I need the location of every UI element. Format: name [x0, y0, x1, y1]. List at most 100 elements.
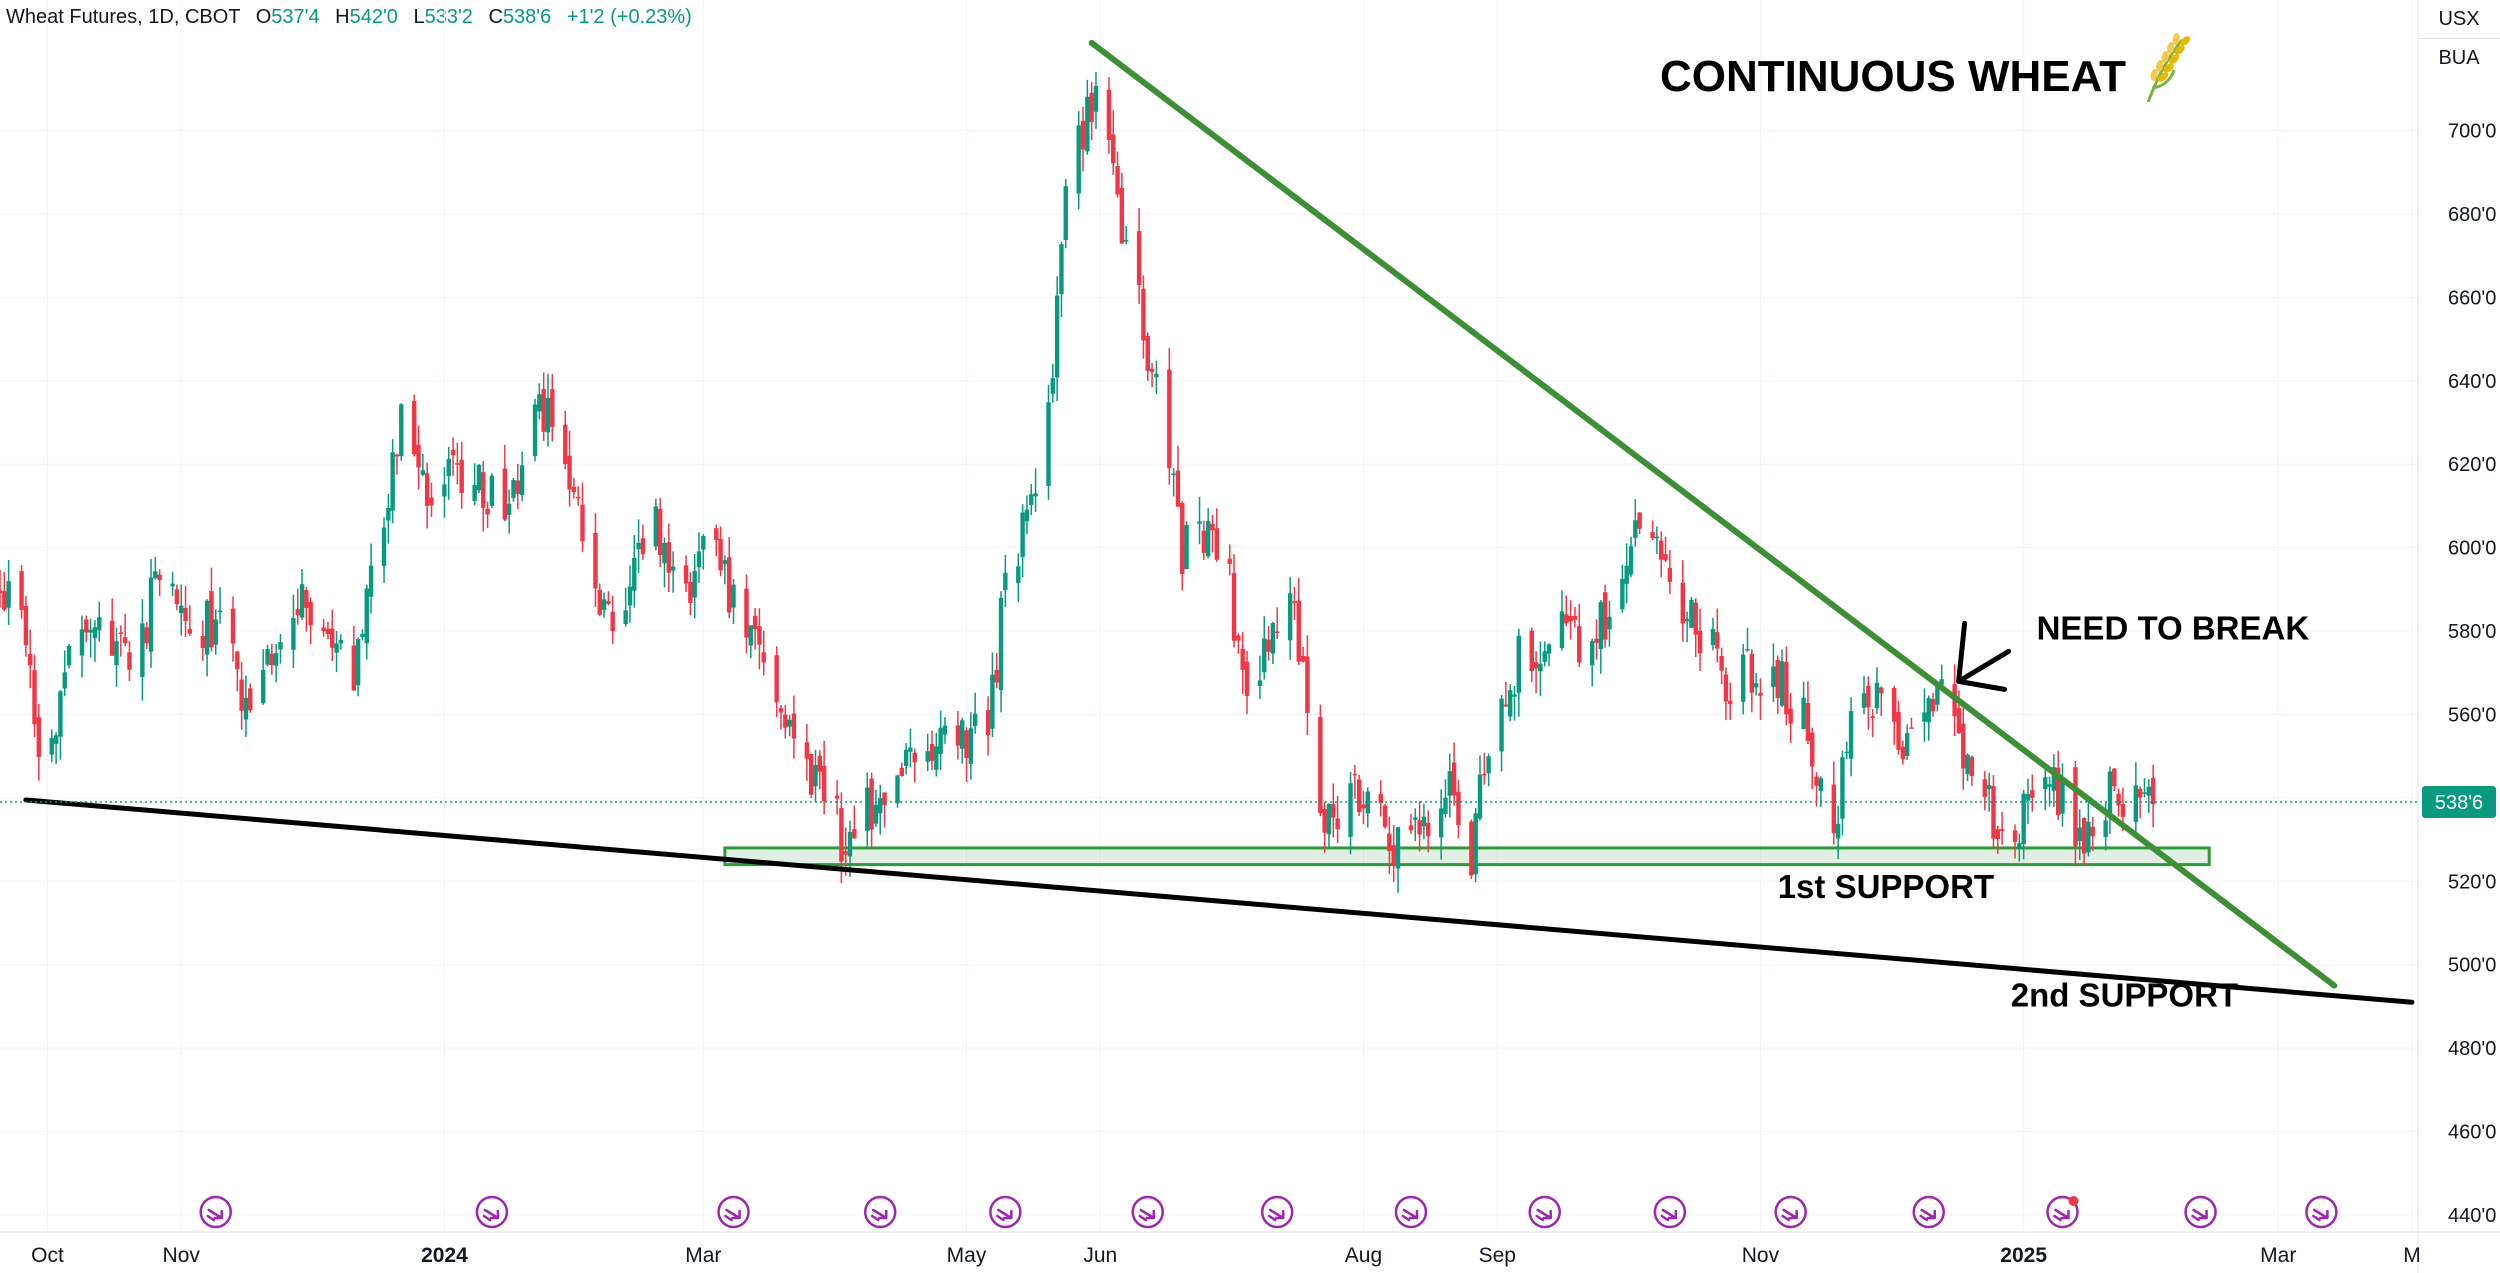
candle-body	[32, 670, 37, 725]
chart-title-text: CONTINUOUS WHEAT	[1660, 52, 2126, 101]
candle-body	[1814, 776, 1819, 786]
candle-body	[472, 484, 477, 501]
candle-body	[1896, 712, 1901, 750]
candle-body	[761, 652, 766, 663]
candle-body	[442, 484, 447, 497]
candle-body	[550, 389, 555, 427]
price-axis[interactable]: 440'0460'0480'0500'0520'0540'0560'0580'0…	[2417, 0, 2496, 1273]
candle-body	[261, 669, 266, 704]
candle-body	[1149, 369, 1155, 372]
candle-body	[1356, 779, 1362, 813]
candle-body	[351, 645, 357, 691]
candle-body	[148, 577, 154, 652]
quantity-unit[interactable]: BUA	[2418, 38, 2500, 77]
trend-lines[interactable]	[23, 39, 2415, 1005]
candle-body	[1922, 712, 1927, 722]
candle-body	[1512, 694, 1517, 697]
dividend-event-icon[interactable]	[2184, 1195, 2217, 1229]
candle-body	[179, 605, 184, 614]
candle-body	[731, 584, 736, 608]
candle-body	[1710, 628, 1716, 645]
dividend-event-icon[interactable]	[475, 1195, 509, 1229]
candle-body	[925, 751, 930, 762]
candle-body	[1667, 567, 1673, 582]
candle-body	[364, 588, 369, 644]
dividend-event-icon[interactable]	[199, 1195, 232, 1229]
candle-body	[852, 829, 857, 839]
candle-body	[1835, 823, 1841, 839]
candle-body	[1326, 803, 1332, 835]
dividend-event-icon[interactable]	[863, 1195, 897, 1229]
candle-body	[1848, 711, 1854, 759]
candle-body	[813, 765, 818, 787]
candle-body	[213, 619, 218, 645]
candle-body	[1016, 566, 1021, 584]
candle-body	[964, 730, 969, 759]
candle-body	[157, 574, 162, 581]
candle-body	[368, 565, 374, 597]
candle-body	[1395, 827, 1401, 869]
candle-body	[58, 691, 63, 737]
candle-body	[718, 538, 723, 571]
dividend-event-icon[interactable]	[989, 1195, 1022, 1229]
candle-body	[1499, 698, 1504, 752]
candle-body	[1451, 762, 1457, 796]
price-tick-label: 480'0	[2448, 1038, 2496, 1060]
candle-body	[53, 735, 59, 744]
candle-body	[459, 459, 464, 493]
price-tick-label: 640'0	[2448, 371, 2496, 393]
candle-body	[1167, 369, 1172, 469]
event-markers[interactable]	[199, 1195, 2338, 1229]
candle-body	[1753, 683, 1759, 688]
candle-body	[2090, 826, 2095, 837]
candle-body	[97, 617, 102, 631]
dividend-event-icon[interactable]	[1394, 1195, 1428, 1229]
candle-body	[2030, 790, 2035, 798]
dividend-event-icon[interactable]	[1774, 1195, 1807, 1229]
time-tick-label: Jun	[1083, 1244, 1117, 1267]
downtrend-line[interactable]	[1088, 39, 2338, 989]
dividend-event-icon[interactable]	[1653, 1195, 1687, 1229]
dividend-event-icon[interactable]	[2046, 1195, 2079, 1229]
notification-dot	[2068, 1196, 2079, 1206]
candle-body	[1602, 592, 1608, 640]
currency-unit[interactable]: USX	[2438, 8, 2480, 30]
candle-body	[929, 743, 935, 761]
2nd-support-line[interactable]	[23, 797, 2415, 1005]
candle-body	[1387, 833, 1392, 852]
candle-body	[1184, 525, 1189, 570]
dividend-event-icon[interactable]	[1528, 1195, 1561, 1229]
time-axis[interactable]: Oct Nov 2024 Mar May Jun Aug Sep Nov 2025 Mar M	[0, 1231, 2500, 1267]
candle-body	[183, 607, 188, 622]
open-value: 537'4	[271, 6, 320, 28]
candle-body	[1093, 86, 1099, 112]
dividend-event-icon[interactable]	[717, 1195, 750, 1229]
candle-body	[235, 651, 240, 670]
candle-body	[1408, 825, 1414, 831]
candle-body	[567, 455, 572, 490]
candle-body	[955, 725, 961, 746]
time-tick-label: May	[947, 1244, 987, 1267]
candle-body	[1456, 791, 1461, 826]
candle-body	[1986, 785, 1992, 790]
dividend-event-icon[interactable]	[1131, 1195, 1164, 1229]
candle-body	[1909, 727, 1914, 729]
candle-body	[727, 556, 732, 613]
price-tick-label: 580'0	[2448, 621, 2496, 643]
candle-body	[1758, 692, 1763, 696]
annotation-text: NEED TO BREAK	[2037, 609, 2310, 646]
unit-selector[interactable]: USX BUA	[2418, 0, 2500, 77]
candle-body	[1801, 697, 1806, 730]
price-tick-label: 680'0	[2448, 204, 2496, 226]
dividend-event-icon[interactable]	[1260, 1195, 1294, 1229]
candle-body	[1503, 704, 1509, 707]
candle-body	[174, 589, 180, 605]
candle-body	[632, 557, 637, 591]
candle-body	[62, 672, 67, 689]
price-tick-label: 520'0	[2448, 871, 2496, 893]
dividend-event-icon[interactable]	[1912, 1195, 1945, 1229]
candle-body	[1810, 732, 1815, 767]
dividend-event-icon[interactable]	[2305, 1195, 2338, 1229]
candle-body	[511, 480, 516, 498]
